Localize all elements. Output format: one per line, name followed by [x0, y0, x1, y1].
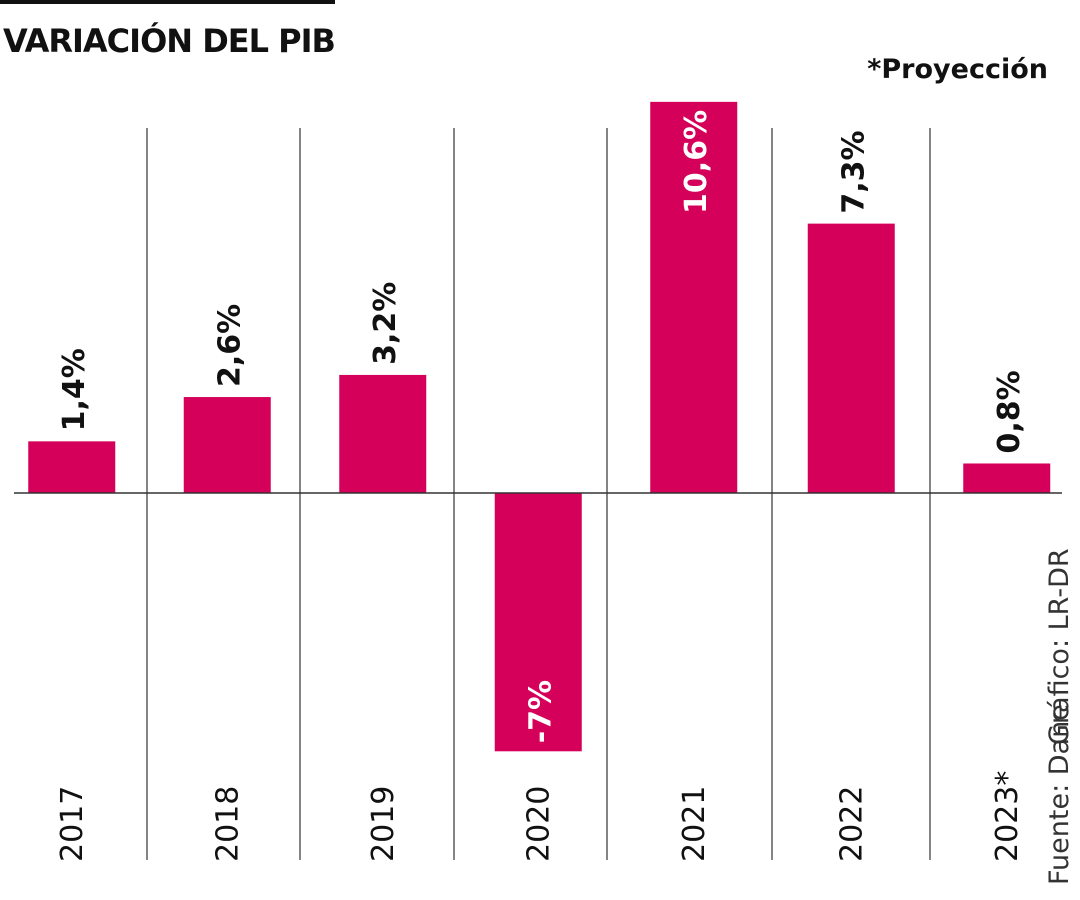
- data-label: 3,2%: [368, 282, 403, 365]
- top-rule: [0, 0, 335, 4]
- data-label: 1,4%: [57, 348, 92, 431]
- data-label: 7,3%: [836, 130, 871, 213]
- year-label: 2018: [210, 786, 245, 862]
- bar-2018: [183, 397, 271, 493]
- bar-2021: [650, 101, 738, 494]
- data-label: 10,6%: [679, 110, 714, 214]
- data-label: -7%: [523, 680, 558, 743]
- year-label: 2017: [55, 786, 90, 862]
- data-label: 2,6%: [212, 304, 247, 387]
- year-label: 2022: [834, 786, 869, 862]
- year-label: 2023*: [990, 771, 1025, 862]
- bar-2022: [807, 223, 895, 493]
- year-label: 2019: [366, 786, 401, 862]
- year-label: 2021: [677, 786, 712, 862]
- bar-2017: [28, 441, 116, 493]
- year-label: 2020: [521, 786, 556, 862]
- bar-2019: [339, 374, 427, 493]
- source-grafico: Gráfico: LR-DR: [1044, 548, 1075, 745]
- bar-2023*: [963, 463, 1051, 493]
- projection-note: *Proyección: [867, 54, 1048, 85]
- bar-2020: [494, 493, 582, 752]
- chart-title: VARIACIÓN DEL PIB: [3, 22, 336, 60]
- data-label: 0,8%: [992, 370, 1027, 453]
- source-fuente: Fuente: Dane: [1044, 704, 1075, 885]
